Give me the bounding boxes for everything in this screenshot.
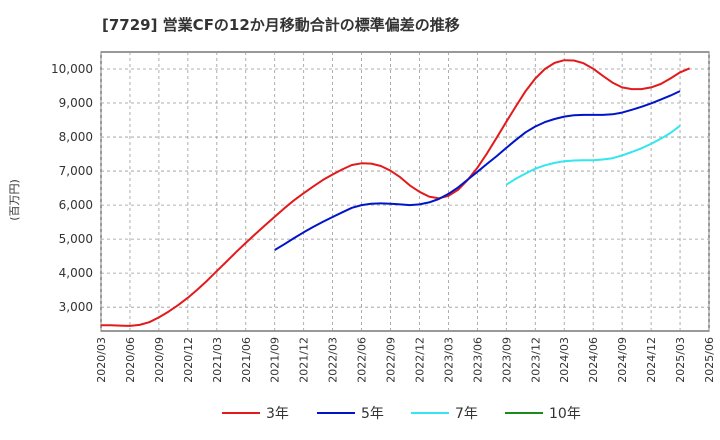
y-tick-label: 6,000 [59,198,93,212]
x-tick-label: 2020/03 [95,337,108,383]
y-gridlines [101,68,709,308]
x-tick-label: 2021/03 [211,337,224,383]
x-tick-label: 2020/06 [124,337,137,383]
chart-title: [7729] 営業CFの12か月移動合計の標準偏差の推移 [102,16,460,34]
y-tick-label: 7,000 [59,164,93,178]
y-tick-label: 8,000 [59,130,93,144]
x-tick-label: 2024/12 [645,337,658,383]
y-tick-label: 4,000 [59,266,93,280]
x-gridlines [100,52,710,331]
legend-label-0: 3年 [266,406,289,422]
x-axis-ticks: 2020/03 2020/06 2020/09 2020/12 2021/03 2021/… [95,337,716,383]
y-axis-ticks: 3,000 4,000 5,000 6,000 7,000 8,000 9,000 10,00… [51,62,93,314]
series-lines [101,59,691,327]
y-axis-label: (百万円) [8,179,21,221]
x-tick-label: 2023/12 [529,337,542,383]
legend-label-2: 7年 [455,406,478,422]
x-tick-label: 2025/03 [674,337,687,383]
plot-area [100,51,710,332]
x-tick-label: 2022/03 [327,337,340,383]
legend: 3年 5年 7年 10年 [222,406,581,422]
x-tick-label: 2020/12 [182,337,195,383]
x-tick-label: 2025/06 [703,337,716,383]
x-tick-label: 2021/06 [240,337,253,383]
x-tick-label: 2022/06 [356,337,369,383]
legend-label-1: 5年 [361,406,384,422]
x-tick-label: 2023/03 [442,337,455,383]
x-tick-label: 2024/03 [558,337,571,383]
x-tick-label: 2023/09 [500,337,513,383]
x-tick-label: 2024/09 [616,337,629,383]
x-tick-label: 2022/12 [413,337,426,383]
x-tick-label: 2020/09 [153,337,166,383]
x-tick-label: 2023/06 [471,337,484,383]
y-tick-label: 10,000 [51,62,93,76]
legend-label-3: 10年 [549,406,581,422]
x-tick-label: 2021/12 [298,337,311,383]
x-tick-label: 2022/09 [385,337,398,383]
series-line-2 [505,125,681,186]
y-tick-label: 3,000 [59,300,93,314]
x-tick-label: 2021/09 [269,337,282,383]
y-tick-label: 9,000 [59,96,93,110]
series-line-1 [274,90,681,251]
y-tick-label: 5,000 [59,232,93,246]
series-line-0 [101,59,691,327]
x-tick-label: 2024/06 [587,337,600,383]
